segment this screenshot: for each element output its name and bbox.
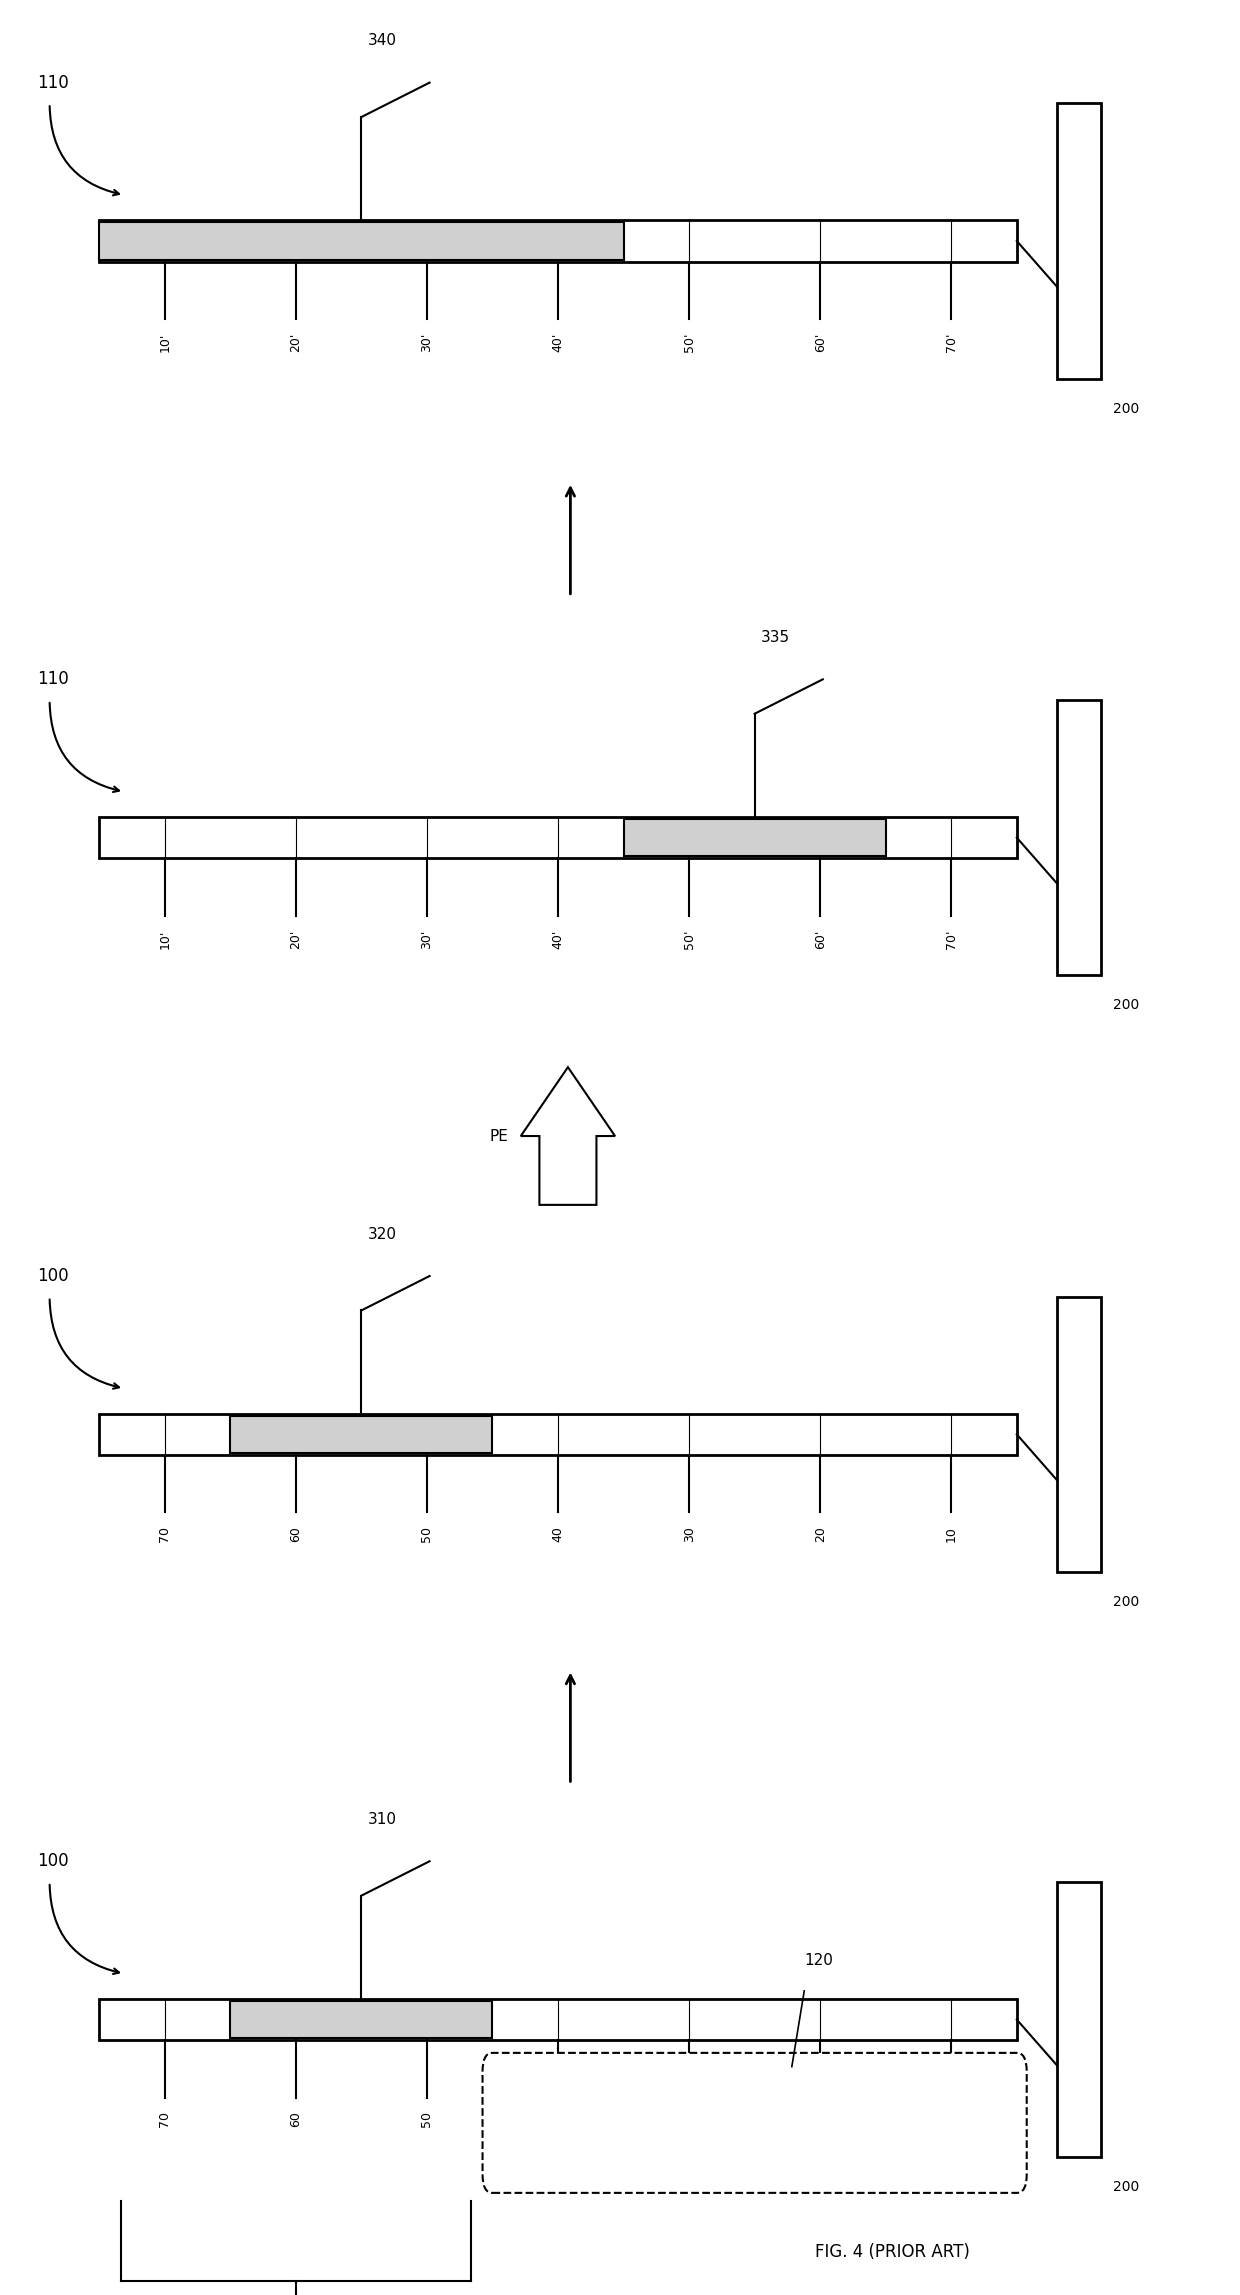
FancyBboxPatch shape (99, 817, 1017, 858)
FancyBboxPatch shape (1058, 1882, 1101, 2157)
Text: 50: 50 (420, 1526, 434, 1542)
FancyBboxPatch shape (99, 220, 1017, 262)
Text: 70': 70' (945, 929, 957, 948)
Text: 40: 40 (552, 2111, 564, 2127)
Text: 60': 60' (813, 333, 827, 351)
Text: 10: 10 (945, 2111, 957, 2127)
Text: 335: 335 (761, 629, 790, 645)
Text: 40': 40' (552, 929, 564, 948)
FancyBboxPatch shape (99, 1999, 1017, 2040)
Text: 70: 70 (159, 2111, 171, 2127)
Text: 30: 30 (682, 1526, 696, 1542)
FancyBboxPatch shape (99, 223, 624, 259)
Text: 70: 70 (159, 1526, 171, 1542)
Text: 50': 50' (682, 333, 696, 351)
FancyBboxPatch shape (1058, 103, 1101, 379)
Text: 20': 20' (289, 929, 303, 948)
Text: 200: 200 (1112, 998, 1140, 1012)
Text: 200: 200 (1112, 1595, 1140, 1609)
Text: 100: 100 (37, 1852, 69, 1870)
Text: 100: 100 (37, 1267, 69, 1285)
Text: 20: 20 (813, 1526, 827, 1542)
FancyBboxPatch shape (231, 2001, 492, 2038)
FancyBboxPatch shape (1058, 1297, 1101, 1572)
Text: FIG. 4 (PRIOR ART): FIG. 4 (PRIOR ART) (816, 2242, 970, 2261)
Text: 110: 110 (37, 670, 69, 688)
Text: 320: 320 (367, 1226, 397, 1242)
Text: 10': 10' (159, 929, 171, 948)
FancyBboxPatch shape (482, 2052, 1027, 2194)
Text: 60: 60 (289, 2111, 303, 2127)
FancyBboxPatch shape (1058, 700, 1101, 975)
Text: 10': 10' (159, 333, 171, 351)
Text: 310: 310 (367, 1811, 397, 1827)
Text: 50: 50 (420, 2111, 434, 2127)
Text: 30: 30 (682, 2111, 696, 2127)
Text: 200: 200 (1112, 2180, 1140, 2194)
FancyBboxPatch shape (624, 819, 885, 856)
FancyBboxPatch shape (231, 1416, 492, 1453)
Text: 40': 40' (552, 333, 564, 351)
Text: 30': 30' (420, 333, 434, 351)
Text: 20': 20' (289, 333, 303, 351)
Text: 110: 110 (37, 73, 69, 92)
FancyBboxPatch shape (99, 1414, 1017, 1455)
Text: 70': 70' (945, 333, 957, 351)
Text: 10: 10 (945, 1526, 957, 1542)
Text: 60: 60 (289, 1526, 303, 1542)
Text: 20: 20 (813, 2111, 827, 2127)
Text: 120: 120 (805, 1953, 833, 1967)
Text: 60': 60' (813, 929, 827, 948)
Text: 340: 340 (367, 32, 397, 48)
Text: 200: 200 (1112, 402, 1140, 415)
Text: PE: PE (490, 1129, 508, 1143)
Polygon shape (521, 1067, 615, 1205)
Text: 50': 50' (682, 929, 696, 948)
Text: 40: 40 (552, 1526, 564, 1542)
Text: 30': 30' (420, 929, 434, 948)
